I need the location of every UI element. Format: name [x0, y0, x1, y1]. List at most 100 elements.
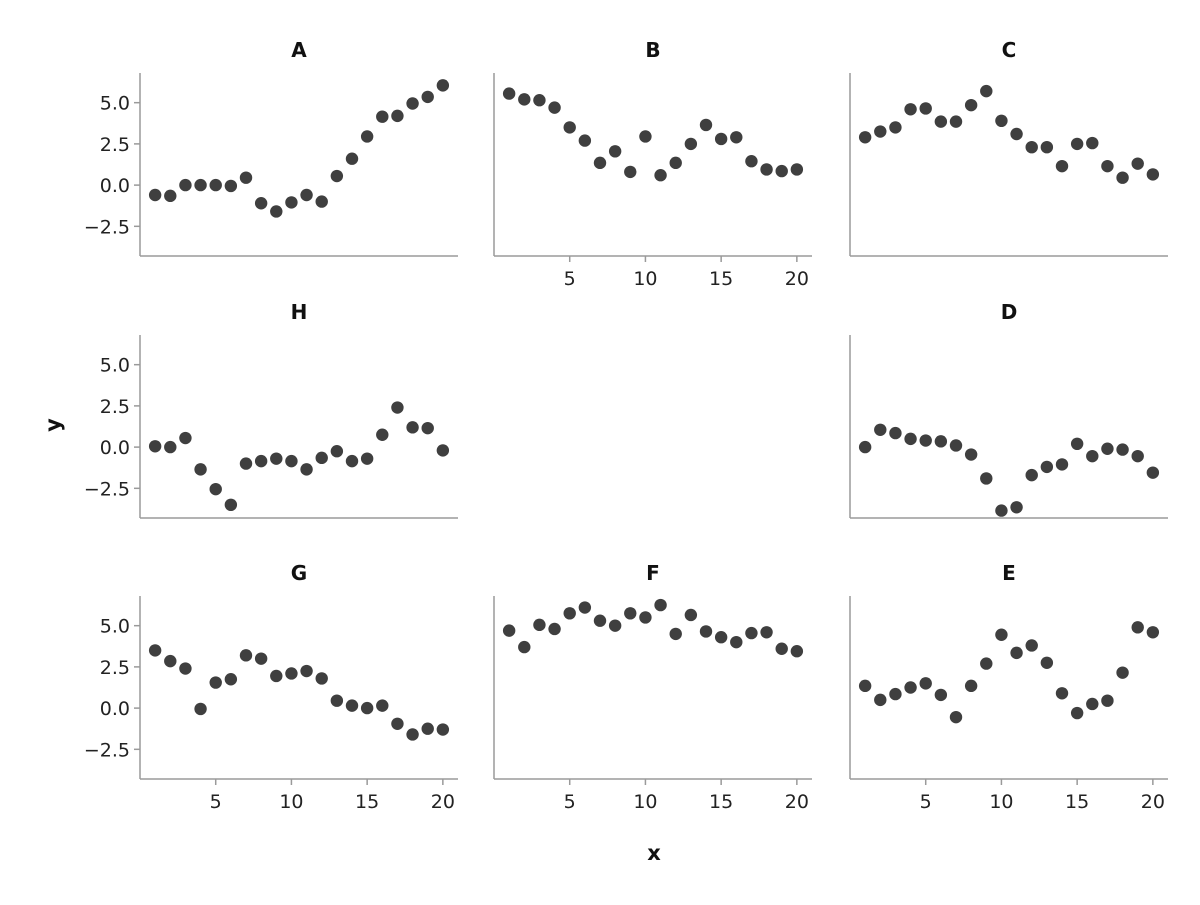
data-point [1086, 449, 1099, 463]
data-point [194, 702, 207, 716]
data-point [436, 723, 450, 736]
x-tick-label: 20 [431, 791, 455, 813]
data-point [391, 109, 404, 123]
data-point [684, 608, 698, 622]
data-point [1010, 646, 1023, 660]
data-point [315, 672, 328, 685]
data-point [164, 654, 177, 668]
data-point [254, 454, 268, 468]
data-point [360, 701, 374, 715]
data-point [1040, 460, 1054, 474]
data-point [949, 115, 963, 128]
data-point [376, 699, 389, 712]
data-point [300, 188, 313, 202]
data-point [502, 624, 516, 637]
data-point [239, 457, 253, 470]
panel-title: H [291, 300, 308, 324]
data-point [714, 631, 728, 644]
data-point [934, 688, 948, 702]
data-point [406, 97, 419, 110]
data-point [889, 426, 902, 440]
data-point [964, 98, 978, 112]
data-point [889, 687, 902, 701]
data-point [270, 452, 283, 465]
data-point [563, 121, 576, 134]
data-point [578, 601, 592, 614]
data-point [1131, 449, 1144, 463]
data-point [533, 94, 546, 107]
x-tick-label: 20 [785, 268, 809, 290]
data-point [1131, 621, 1144, 634]
data-point [790, 163, 804, 176]
data-point [934, 115, 948, 128]
data-point [164, 189, 177, 203]
data-point [593, 156, 607, 170]
x-tick-label: 10 [279, 791, 303, 813]
panel-e: E 5 10 15 20 [849, 561, 1168, 813]
y-tick-label: 5.0 [100, 355, 130, 377]
data-point [1070, 137, 1084, 151]
data-point [421, 90, 434, 104]
x-tick-label: 5 [210, 791, 222, 813]
data-point [533, 618, 546, 632]
x-tick-label: 10 [633, 791, 657, 813]
data-point [964, 679, 978, 693]
data-point [904, 681, 917, 694]
data-point [934, 435, 948, 448]
data-point [889, 121, 902, 134]
x-tick-label: 20 [785, 791, 809, 813]
data-point [209, 676, 222, 689]
data-point [148, 644, 162, 657]
data-point [1101, 694, 1114, 707]
data-point [1116, 443, 1129, 456]
data-point [502, 87, 516, 100]
data-point [1116, 171, 1129, 184]
panel-title: C [1002, 38, 1017, 62]
data-point [548, 101, 561, 114]
data-point [699, 625, 713, 638]
data-point [639, 611, 652, 624]
data-point [1040, 656, 1054, 669]
data-point [1070, 437, 1084, 451]
data-point [904, 432, 917, 446]
y-tick-label: 0.0 [100, 437, 130, 459]
data-point [1025, 639, 1038, 652]
x-tick-label: 15 [709, 791, 733, 813]
data-point [1086, 697, 1099, 711]
data-point [760, 163, 773, 176]
data-point [684, 137, 698, 151]
data-point [919, 677, 932, 690]
x-tick-label: 10 [633, 268, 657, 290]
data-point [760, 626, 773, 639]
data-point [194, 178, 207, 192]
x-tick-label: 15 [709, 268, 733, 290]
y-tick-label: 2.5 [100, 134, 130, 156]
panel-title: E [1002, 561, 1016, 585]
data-point [345, 152, 359, 165]
data-point [919, 434, 932, 447]
data-point [421, 722, 434, 735]
data-point [858, 440, 872, 454]
data-point [745, 626, 758, 640]
panel-g: G 5.0 2.5 0.0 −2.5 5 10 15 20 [84, 561, 458, 813]
panel-f: F 5 10 15 20 [493, 561, 812, 813]
data-point [669, 627, 682, 641]
data-point [775, 164, 788, 178]
data-point [148, 188, 162, 202]
data-point [995, 504, 1008, 517]
data-point [406, 728, 419, 741]
data-point [624, 607, 637, 620]
data-point [239, 171, 253, 184]
data-point [360, 130, 374, 143]
data-point [775, 642, 788, 655]
data-point [669, 156, 682, 170]
data-point [300, 664, 313, 678]
panel-h: H 5.0 2.5 0.0 −2.5 [84, 300, 458, 519]
data-point [330, 445, 344, 458]
data-point [1010, 501, 1023, 514]
x-tick-label: 5 [920, 791, 932, 813]
data-point [518, 640, 531, 654]
panel-title: A [291, 38, 307, 62]
data-point [1101, 442, 1114, 455]
data-point [1055, 159, 1069, 173]
